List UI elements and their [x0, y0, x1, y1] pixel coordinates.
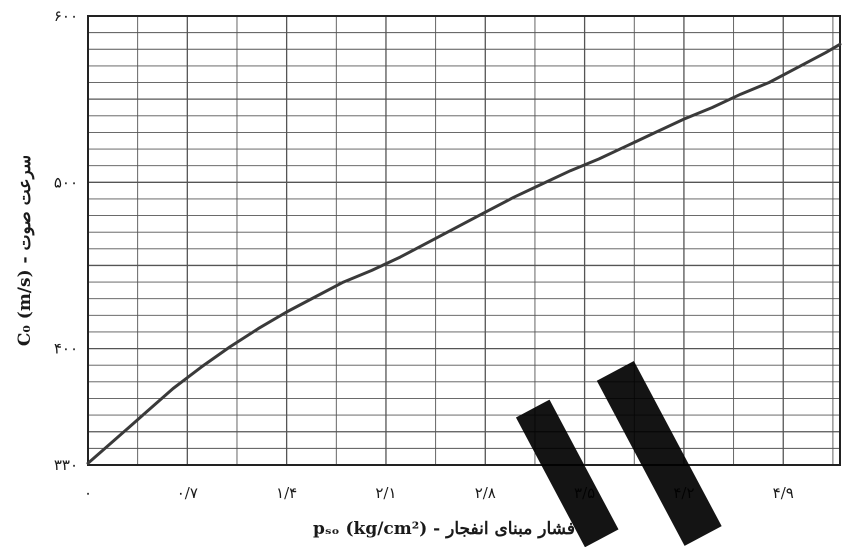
x-tick-label: ۱/۴ — [276, 484, 297, 502]
plot-area-frame — [87, 15, 841, 466]
y-tick-label: ۵۰۰ — [54, 173, 78, 191]
x-tick-label: ۴/۹ — [773, 484, 794, 502]
y-tick-label: ۴۰۰ — [54, 340, 78, 358]
y-axis-title: C₀ (m/s) - سرعت صوت — [15, 155, 35, 346]
y-tick-label: ۶۰۰ — [54, 7, 78, 25]
grid-lines — [87, 16, 840, 465]
series-line — [86, 42, 842, 465]
x-tick-label: ۰/۷ — [177, 484, 198, 502]
x-axis-title: pₛₒ (kg/cm²) - فشار مبنای انفجار — [313, 519, 575, 539]
watermark-logo — [515, 361, 722, 547]
y-tick-label: ۳۳۰ — [54, 456, 78, 474]
x-tick-label: ۰ — [84, 484, 92, 502]
y-tick-labels: ۳۳۰ ۴۰۰ ۵۰۰ ۶۰۰ — [54, 7, 78, 474]
x-tick-label: ۲/۱ — [375, 484, 396, 502]
x-tick-label: ۲/۸ — [475, 484, 496, 502]
